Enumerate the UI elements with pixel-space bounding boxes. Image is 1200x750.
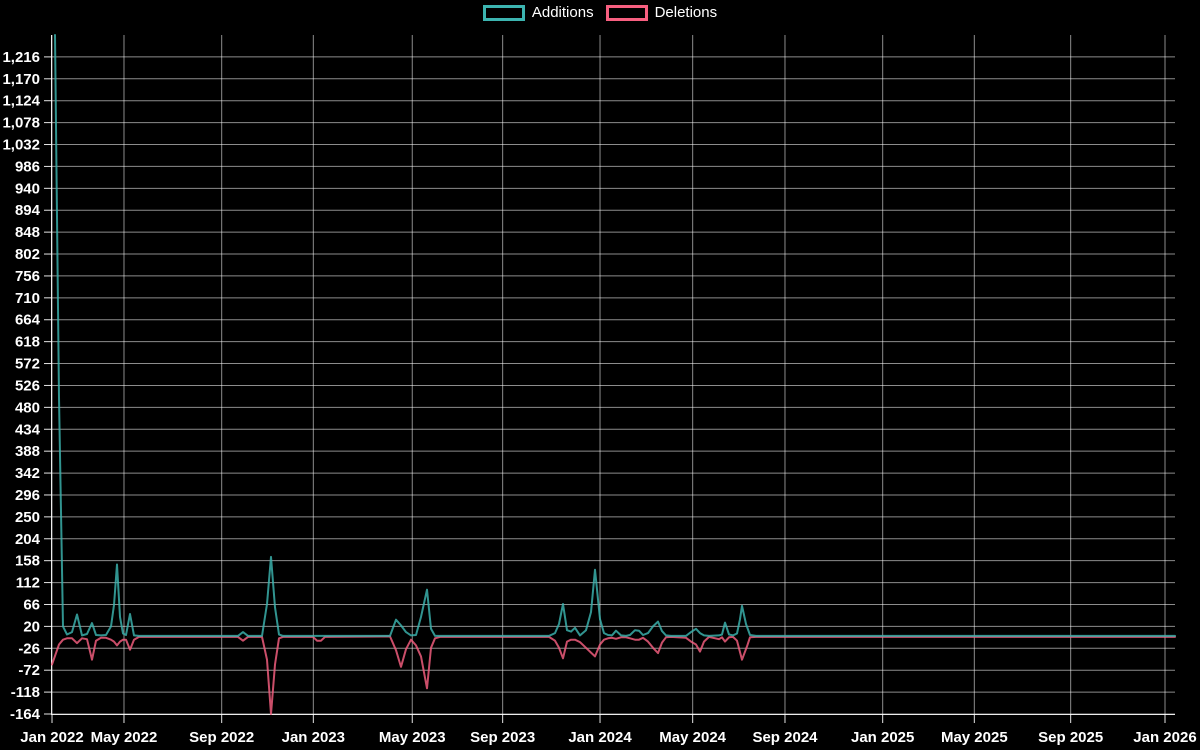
y-tick-label: 664 [15,312,41,329]
x-tick-label: May 2022 [91,729,158,746]
legend-label-deletions: Deletions [654,4,718,21]
y-tick-label: 756 [15,268,40,285]
y-tick-label: 1,032 [2,137,40,154]
legend-item-deletions[interactable]: Deletions [605,4,718,21]
x-tick-label: Jan 2022 [20,729,83,746]
y-tick-label: -72 [18,662,40,679]
x-tick-label: Sep 2025 [1038,729,1103,746]
y-tick-label: 112 [16,575,40,592]
y-tick-label: 986 [15,158,40,175]
y-tick-label: 526 [15,377,40,394]
y-tick-label: 1,216 [2,49,40,66]
x-tick-label: Sep 2022 [189,729,254,746]
y-tick-label: 848 [15,224,40,241]
y-tick-label: 894 [15,202,41,219]
y-tick-label: 434 [15,421,41,438]
series-line-additions [54,34,1176,637]
y-tick-label: 250 [15,509,40,526]
x-tick-label: May 2025 [941,729,1008,746]
y-tick-label: 480 [15,399,40,416]
y-tick-label: 388 [15,443,40,460]
y-tick-label: 1,124 [2,93,40,110]
deletions-swatch-icon [605,5,648,21]
y-tick-label: 204 [15,531,41,548]
y-tick-label: 940 [15,180,40,197]
y-tick-label: 1,170 [2,71,40,88]
y-tick-label: 618 [15,334,40,351]
y-tick-label: -118 [11,684,40,701]
x-tick-label: Jan 2026 [1133,729,1196,746]
x-tick-label: Jan 2023 [282,729,345,746]
y-tick-label: 572 [15,356,40,373]
legend-item-additions[interactable]: Additions [482,4,594,21]
x-tick-label: Sep 2024 [752,729,818,746]
x-tick-label: May 2023 [379,729,446,746]
y-tick-label: 710 [15,290,40,307]
x-tick-label: Jan 2024 [568,729,632,746]
y-tick-label: 158 [15,553,40,570]
additions-swatch-icon [482,5,525,21]
x-tick-label: Jan 2025 [851,729,914,746]
x-tick-label: Sep 2023 [470,729,535,746]
x-tick-label: May 2024 [659,729,726,746]
y-tick-label: 802 [15,246,40,263]
y-tick-label: 296 [15,487,40,504]
legend-label-additions: Additions [531,4,594,21]
y-tick-label: 66 [23,596,40,613]
y-tick-label: 1,078 [2,115,40,132]
y-tick-label: 20 [23,618,40,635]
chart-legend: Additions Deletions [0,5,1200,21]
y-tick-label: 342 [15,465,40,482]
y-tick-label: -26 [18,640,40,657]
y-tick-label: -164 [10,706,41,723]
